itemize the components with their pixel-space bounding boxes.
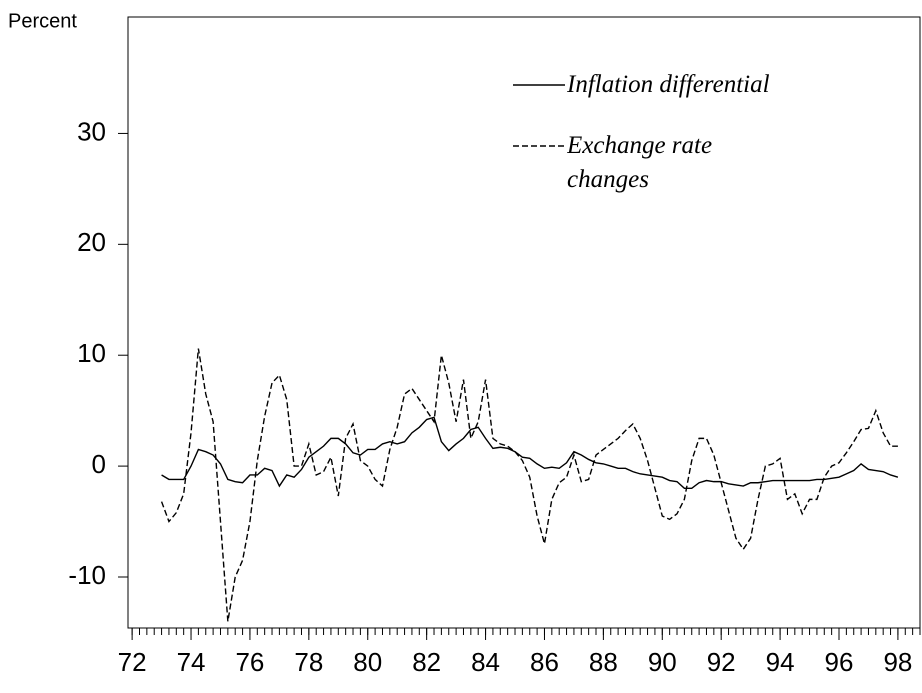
x-tick-label: 92 <box>707 647 736 677</box>
x-tick-label: 72 <box>118 647 147 677</box>
y-axis-label: Percent <box>8 10 77 32</box>
y-tick-label: 0 <box>92 449 106 479</box>
plot-frame <box>127 16 921 629</box>
y-tick-label: 20 <box>77 227 106 257</box>
legend-entry: Exchange rate changes <box>567 132 713 193</box>
x-tick-label: 94 <box>766 647 795 677</box>
legend-entry: Inflation differential <box>567 71 770 98</box>
legend-label: Exchange rate changes <box>567 132 713 193</box>
x-tick-label: 86 <box>530 647 559 677</box>
x-tick-label: 96 <box>825 647 854 677</box>
y-tick-label: 30 <box>77 116 106 146</box>
x-tick-label: 82 <box>412 647 441 677</box>
x-tick-label: 84 <box>471 647 500 677</box>
series-line <box>161 416 899 489</box>
x-tick-label: 90 <box>648 647 677 677</box>
x-tick-label: 74 <box>177 647 206 677</box>
y-tick-label: 10 <box>77 338 106 368</box>
x-tick-label: 80 <box>353 647 382 677</box>
x-tick-label: 88 <box>589 647 618 677</box>
x-tick-label: 76 <box>235 647 264 677</box>
x-tick-label: 98 <box>883 647 912 677</box>
y-tick-label: -10 <box>68 560 106 590</box>
legend-label: Inflation differential <box>567 71 770 98</box>
series-line <box>160 348 898 622</box>
x-tick-label: 78 <box>294 647 323 677</box>
